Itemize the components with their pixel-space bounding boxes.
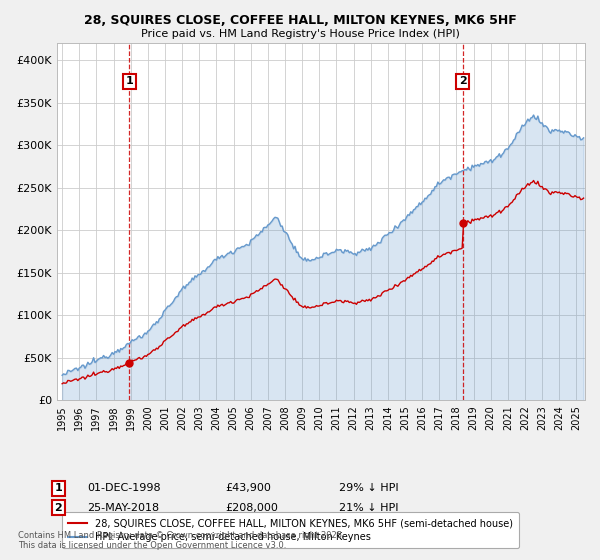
Text: Price paid vs. HM Land Registry's House Price Index (HPI): Price paid vs. HM Land Registry's House …	[140, 29, 460, 39]
Text: £208,000: £208,000	[225, 503, 278, 513]
Text: 21% ↓ HPI: 21% ↓ HPI	[339, 503, 398, 513]
Text: 2: 2	[55, 503, 62, 513]
Text: 01-DEC-1998: 01-DEC-1998	[87, 483, 161, 493]
Text: 2: 2	[459, 76, 467, 86]
Text: 1: 1	[125, 76, 133, 86]
Legend: 28, SQUIRES CLOSE, COFFEE HALL, MILTON KEYNES, MK6 5HF (semi-detached house), HP: 28, SQUIRES CLOSE, COFFEE HALL, MILTON K…	[62, 512, 519, 548]
Text: 29% ↓ HPI: 29% ↓ HPI	[339, 483, 398, 493]
Text: £43,900: £43,900	[225, 483, 271, 493]
Text: 28, SQUIRES CLOSE, COFFEE HALL, MILTON KEYNES, MK6 5HF: 28, SQUIRES CLOSE, COFFEE HALL, MILTON K…	[83, 14, 517, 27]
Text: 1: 1	[55, 483, 62, 493]
Text: Contains HM Land Registry data © Crown copyright and database right 2025.
This d: Contains HM Land Registry data © Crown c…	[18, 530, 344, 550]
Text: 25-MAY-2018: 25-MAY-2018	[87, 503, 159, 513]
